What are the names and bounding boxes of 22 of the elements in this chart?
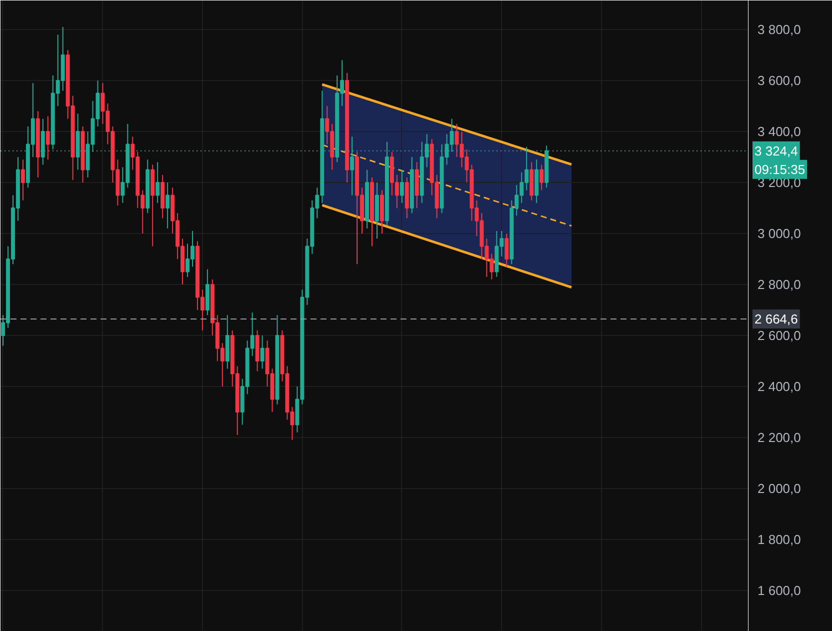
candlestick bbox=[504, 233, 509, 268]
candlestick bbox=[156, 162, 160, 204]
y-tick-label: 1 800,0 bbox=[758, 532, 801, 547]
candlestick bbox=[400, 169, 404, 204]
y-tick-label: 3 800,0 bbox=[758, 22, 801, 38]
y-tick-label: 3 400,0 bbox=[758, 124, 801, 140]
candlestick bbox=[540, 164, 544, 191]
y-tick-label: 2 000,0 bbox=[758, 480, 801, 496]
y-tick-label: 2 800,0 bbox=[758, 277, 801, 292]
ref-line-label: 2 664,6 bbox=[754, 312, 798, 327]
y-tick-label: 2 200,0 bbox=[758, 430, 801, 445]
candlestick bbox=[46, 116, 50, 160]
y-tick-label: 2 600,0 bbox=[758, 328, 801, 344]
y-tick-label: 3 600,0 bbox=[758, 73, 801, 88]
ref-line-label: 3 324,4 bbox=[754, 143, 798, 158]
y-tick-label: 2 400,0 bbox=[758, 378, 801, 394]
text: 09:15:35 bbox=[754, 162, 806, 177]
y-tick-label: 3 000,0 bbox=[758, 226, 801, 242]
candlestick bbox=[20, 159, 25, 201]
y-tick-label: 1 600,0 bbox=[758, 582, 801, 598]
candlestick bbox=[260, 335, 264, 370]
candlestick bbox=[166, 182, 170, 229]
